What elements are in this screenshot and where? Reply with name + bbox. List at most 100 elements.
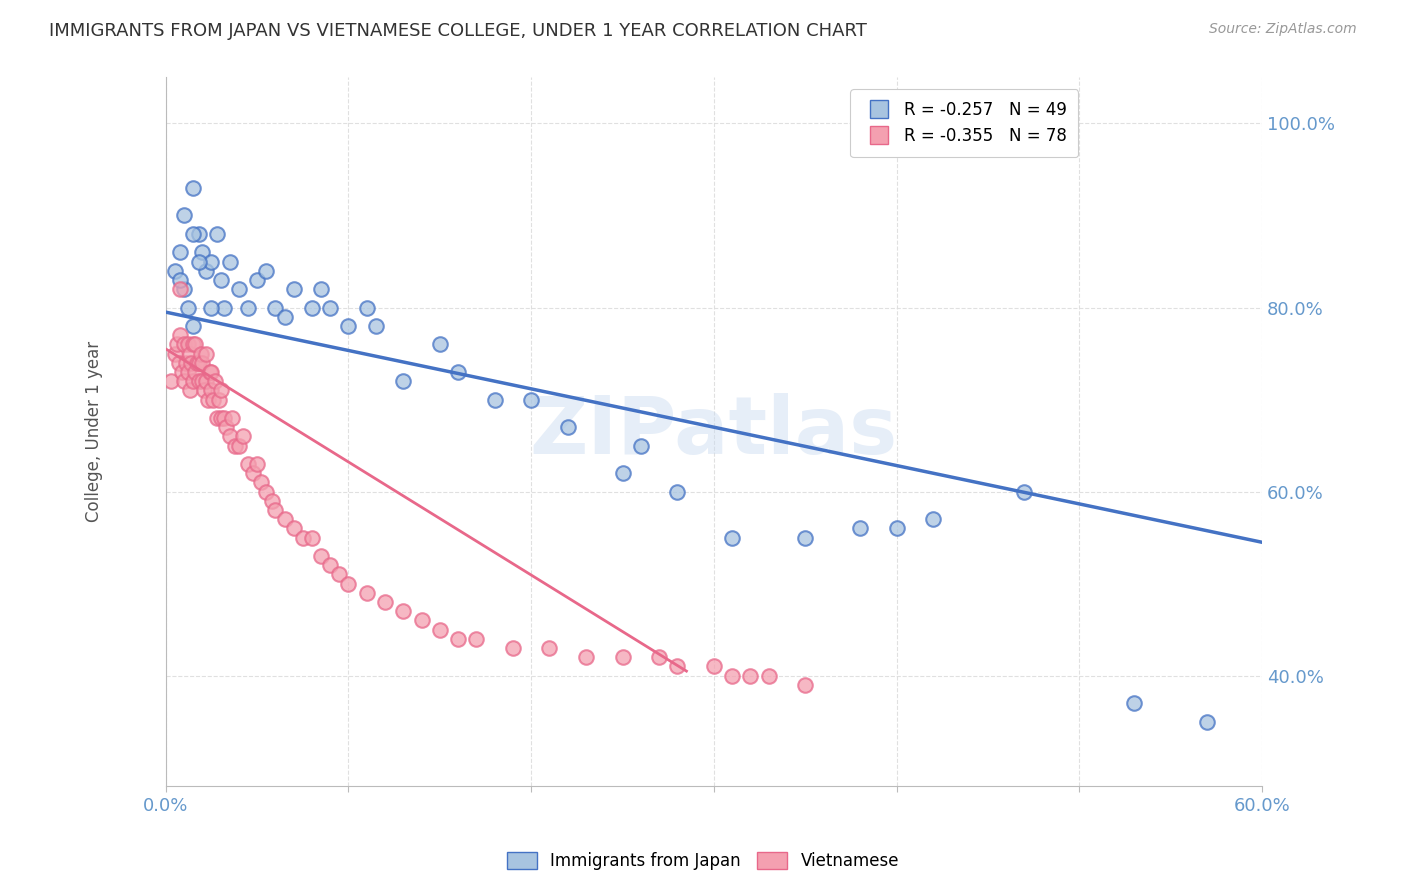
Point [740,669,762,683]
Point [195,346,218,360]
Point [447,632,470,646]
Point [221,411,243,425]
Point [214,411,236,425]
Point [301,531,323,545]
Point [612,467,634,481]
Point [264,301,287,315]
Point [886,521,908,535]
Point [575,650,598,665]
Point [309,282,332,296]
Point [465,632,488,646]
Point [249,475,271,490]
Point [200,301,222,315]
Point [337,576,360,591]
Point [200,384,222,398]
Point [538,641,561,656]
Point [411,614,433,628]
Point [337,318,360,333]
Point [193,384,215,398]
Point [630,439,652,453]
Point [283,521,305,535]
Point [209,384,232,398]
Legend: R = -0.257   N = 49, R = -0.355   N = 78: R = -0.257 N = 49, R = -0.355 N = 78 [851,89,1078,157]
Point [242,467,264,481]
Point [922,512,945,526]
Point [205,227,228,241]
Point [177,301,200,315]
Point [169,273,191,287]
Point [758,669,780,683]
Point [301,301,323,315]
Point [172,365,194,379]
Point [163,264,186,278]
Point [200,365,222,379]
Point [209,411,232,425]
Point [184,365,207,379]
Point [291,531,314,545]
Text: ZIPatlas: ZIPatlas [530,392,898,471]
Point [191,374,214,388]
Point [169,282,191,296]
Point [167,356,190,370]
Point [181,227,204,241]
Point [209,273,232,287]
Point [236,301,259,315]
Point [236,457,259,471]
Point [187,254,209,268]
Point [364,318,387,333]
Point [794,531,817,545]
Point [721,669,744,683]
Point [228,282,250,296]
Point [356,301,378,315]
Point [169,245,191,260]
Point [254,264,277,278]
Point [187,374,209,388]
Point [794,678,817,692]
Point [392,374,415,388]
Point [179,384,201,398]
Point [173,337,195,351]
Point [703,659,725,673]
Point [260,493,283,508]
Point [648,650,671,665]
Point [319,301,342,315]
Point [502,641,524,656]
Point [273,310,295,324]
Point [191,356,214,370]
Point [181,374,204,388]
Point [197,392,219,407]
Point [179,346,201,360]
Point [181,337,204,351]
Point [160,374,183,388]
Point [163,346,186,360]
Point [231,429,253,443]
Point [520,392,543,407]
Point [181,318,204,333]
Point [1014,484,1036,499]
Point [195,264,218,278]
Point [173,282,195,296]
Point [273,512,295,526]
Point [204,374,226,388]
Point [1197,714,1219,729]
Point [177,365,200,379]
Point [200,254,222,268]
Point [184,337,207,351]
Point [202,392,225,407]
Point [666,659,689,673]
Point [328,567,350,582]
Text: IMMIGRANTS FROM JAPAN VS VIETNAMESE COLLEGE, UNDER 1 YEAR CORRELATION CHART: IMMIGRANTS FROM JAPAN VS VIETNAMESE COLL… [49,22,868,40]
Y-axis label: College, Under 1 year: College, Under 1 year [86,342,103,523]
Point [484,392,506,407]
Point [218,429,240,443]
Point [186,356,208,370]
Point [721,531,744,545]
Point [309,549,332,563]
Point [174,356,197,370]
Point [612,650,634,665]
Point [198,365,221,379]
Point [177,337,200,351]
Point [208,392,231,407]
Text: Source: ZipAtlas.com: Source: ZipAtlas.com [1209,22,1357,37]
Point [246,457,269,471]
